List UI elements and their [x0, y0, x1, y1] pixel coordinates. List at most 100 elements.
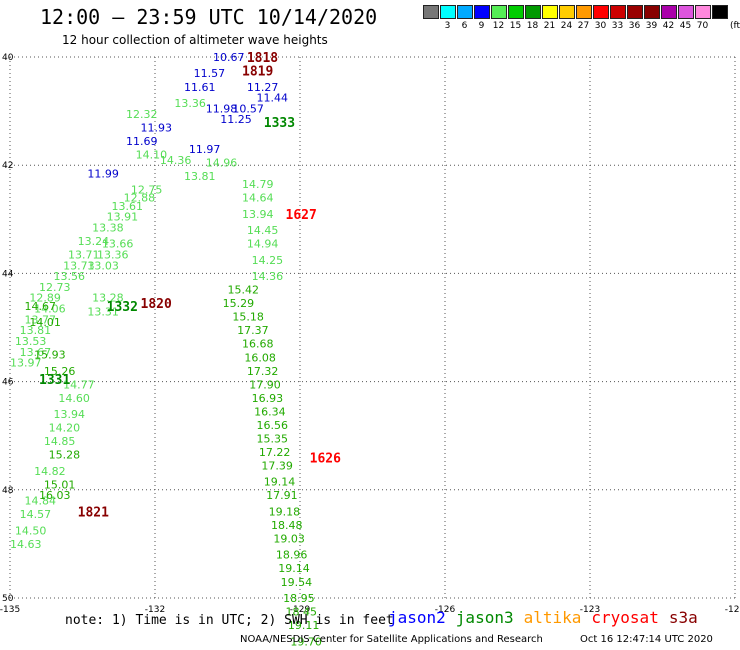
lat-tick-label: 46 [2, 378, 14, 388]
wave-height-label: 10.57 [232, 102, 263, 115]
page-title: 12:00 — 23:59 UTC 10/14/2020 [40, 5, 378, 29]
wave-height-label: 14.77 [63, 378, 95, 391]
wave-height-label: 15.26 [44, 365, 75, 378]
wave-height-label: 16.93 [252, 392, 284, 405]
colorbar-label: 33 [611, 21, 624, 31]
colorbar-swatch [422, 5, 439, 31]
colorbar-swatch: 24 [558, 5, 575, 31]
lon-tick-label: -129 [290, 605, 311, 615]
wave-height-label: 14.50 [15, 524, 47, 537]
wave-height-label: 16.08 [244, 351, 276, 364]
colorbar-swatch: 27 [575, 5, 592, 31]
pass-time-label: 1332 [107, 300, 138, 315]
wave-height-label: 14.01 [29, 316, 61, 329]
colorbar-label: 15 [509, 21, 522, 31]
wave-height-label: 11.57 [194, 67, 226, 80]
lon-tick-label: -132 [145, 605, 165, 615]
wave-height-label: 16.56 [257, 419, 289, 432]
colorbar-unit: (ft) [730, 21, 740, 31]
wave-height-label: 13.66 [102, 238, 134, 251]
colorbar-swatch [711, 5, 728, 31]
wave-height-label: 15.29 [223, 297, 255, 310]
wave-height-label: 14.64 [242, 192, 274, 205]
wave-height-label: 13.91 [107, 211, 138, 224]
wave-height-label: 11.25 [220, 113, 252, 126]
wave-height-label: 14.84 [25, 495, 57, 508]
colorbar-swatch: 39 [643, 5, 660, 31]
wave-height-label: 11.98 [206, 102, 238, 115]
colorbar-swatch-color [558, 5, 575, 19]
colorbar-swatch-color [456, 5, 473, 19]
colorbar-label: 39 [645, 21, 658, 31]
wave-height-label: 18.96 [276, 549, 308, 562]
wave-height-label: 15.42 [228, 284, 260, 297]
colorbar-swatch-color [473, 5, 490, 19]
pass-time-label: 1820 [141, 297, 172, 312]
wave-height-label: 14.36 [160, 154, 192, 167]
colorbar-swatch-color [507, 5, 524, 19]
colorbar-label: 9 [478, 21, 485, 31]
colorbar-swatch: 70 [694, 5, 711, 31]
colorbar-swatch: 15 [507, 5, 524, 31]
colorbar-swatch: 6 [456, 5, 473, 31]
wave-height-label: 12.32 [126, 108, 158, 121]
colorbar-swatch: 30 [592, 5, 609, 31]
wave-height-label: 13.67 [20, 346, 51, 359]
colorbar-label: 21 [543, 21, 556, 31]
colorbar-label: 18 [526, 21, 539, 31]
colorbar-swatch-color [626, 5, 643, 19]
wave-height-label: 14.79 [242, 178, 274, 191]
colorbar-label: 6 [461, 21, 468, 31]
wave-height-label: 11.99 [87, 167, 119, 180]
colorbar-label: 3 [444, 21, 451, 31]
wave-height-label: 14.06 [34, 303, 66, 316]
colorbar-swatch-color [439, 5, 456, 19]
colorbar-swatch: 33 [609, 5, 626, 31]
pass-time-label: 1821 [78, 505, 109, 520]
wave-height-label: 10.67 [213, 51, 245, 64]
lon-tick-label: -126 [435, 605, 456, 615]
wave-height-label: 13.36 [97, 248, 129, 261]
wave-height-label: 13.81 [184, 170, 216, 183]
colorbar-swatch-color [694, 5, 711, 19]
wave-height-label: 14.25 [252, 254, 284, 267]
colorbar-swatch-color [490, 5, 507, 19]
wave-height-label: 13.97 [10, 357, 42, 370]
wave-height-label: 13.53 [15, 335, 47, 348]
wave-height-label: 14.45 [247, 224, 278, 237]
wave-height-label: 12.73 [39, 281, 71, 294]
wave-height-label: 11.69 [126, 135, 158, 148]
wave-height-label: 15.35 [257, 432, 289, 445]
legend-item-jason3: jason3 [455, 608, 514, 627]
wave-height-label: 13.77 [25, 313, 57, 326]
lon-tick-label: -135 [0, 605, 20, 615]
credit-line: NOAA/NESDIS Center for Satellite Applica… [240, 634, 543, 645]
colorbar-swatch-color [643, 5, 660, 19]
wave-height-label: 13.38 [92, 221, 124, 234]
legend-item-cryosat: cryosat [591, 608, 659, 627]
timestamp: Oct 16 12:47:14 UTC 2020 [580, 634, 713, 645]
pass-time-label: 1626 [310, 451, 341, 466]
pass-time-label: 1331 [39, 373, 70, 388]
wave-height-label: 16.34 [254, 405, 285, 418]
wave-height-label: 19.60 [293, 649, 325, 650]
wave-height-label: 11.93 [141, 121, 173, 134]
wave-height-label: 13.03 [87, 259, 119, 272]
lon-tick-label: -123 [580, 605, 600, 615]
colorbar-swatch: 9 [473, 5, 490, 31]
wave-height-label: 12.89 [29, 292, 61, 305]
page-subtitle: 12 hour collection of altimeter wave hei… [62, 33, 328, 47]
colorbar-label: 42 [662, 21, 675, 31]
lat-tick-label: 40 [2, 53, 14, 63]
wave-height-label: 19.14 [264, 476, 296, 489]
wave-height-label: 14.96 [206, 156, 238, 169]
wave-height-label: 14.20 [49, 422, 81, 435]
lat-tick-label: 48 [2, 486, 14, 496]
wave-height-label: 14.60 [58, 392, 89, 405]
colorbar-swatch-color [422, 5, 439, 19]
wave-height-label: 17.91 [266, 489, 298, 502]
wave-height-label: 17.90 [249, 378, 281, 391]
legend-item-s3a: s3a [668, 608, 698, 627]
